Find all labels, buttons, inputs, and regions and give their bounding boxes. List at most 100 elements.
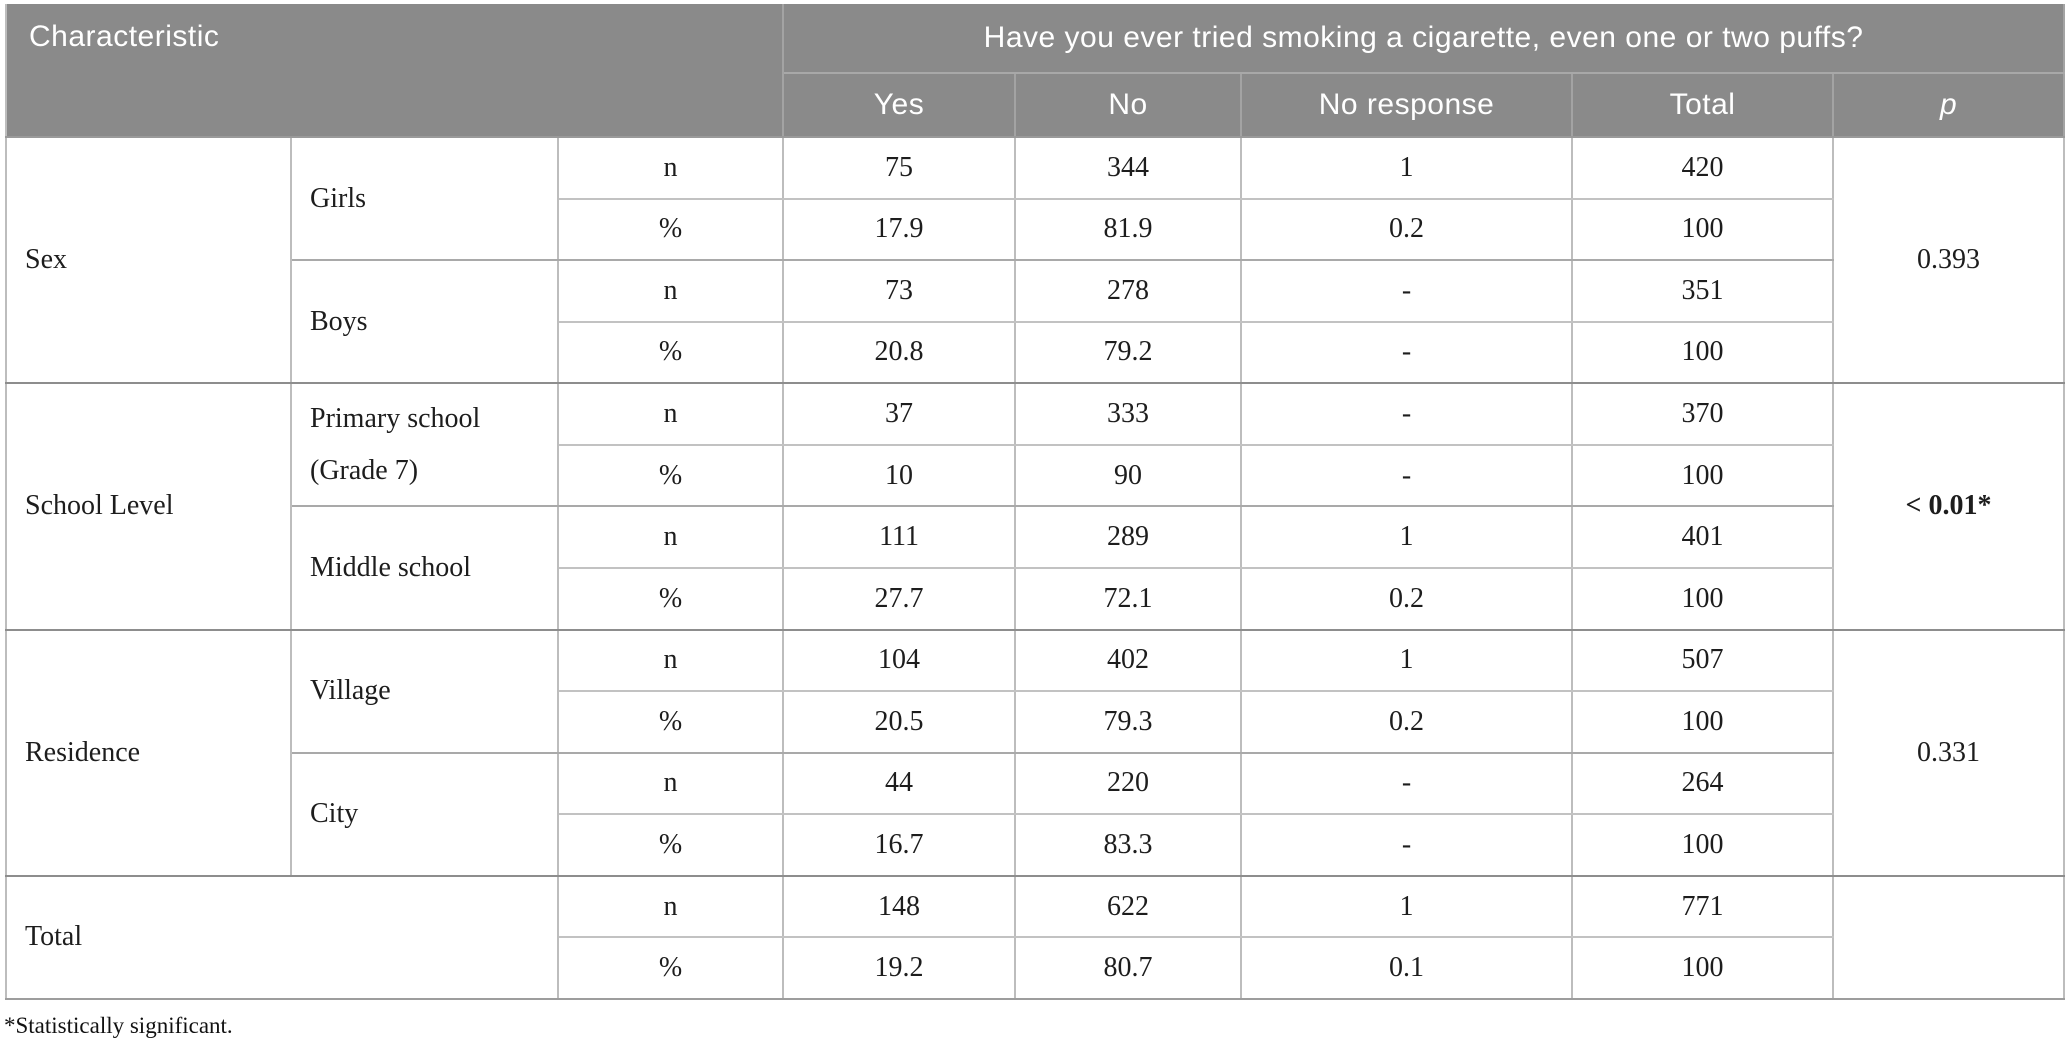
value-cell: 75 [783,137,1017,200]
table-row: Boys n 73 278 - 351 [6,260,2064,385]
metric-label: % [558,198,785,262]
value-cell: - [1241,444,1574,508]
table-row: % 16.7 83.3 - 100 [6,814,2064,877]
table-row: % 10 90 - 100 [6,444,2064,508]
value-cell: 44 [783,752,1017,816]
header-no-response: No response [1241,73,1574,138]
metric-label: n [558,137,785,200]
value-cell: 278 [1015,260,1243,323]
group-label-primary-school: Primary school (Grade 7) [291,383,559,508]
table-row: Sex Girls n 75 344 1 420 0.393 [6,137,2066,385]
value-cell: 771 [1572,875,1835,939]
value-cell: 0.2 [1241,691,1574,754]
table-row: Total n 148 622 1 771 [6,875,2066,1001]
value-cell: 104 [783,629,1017,693]
metric-label: % [558,691,785,754]
table-row: Residence Village n 104 402 1 507 0.331 [6,629,2066,877]
value-cell: 1 [1241,875,1574,939]
value-cell: 622 [1015,875,1243,939]
value-cell: 100 [1572,814,1835,877]
metric-label: n [558,383,785,446]
value-cell: 83.3 [1015,814,1243,877]
value-cell: 73 [783,260,1017,323]
value-cell: 100 [1572,691,1835,754]
value-cell: 0.2 [1241,567,1574,631]
value-cell: 507 [1572,629,1835,693]
group-label-city: City [291,752,559,877]
value-cell: 37 [783,383,1017,446]
value-cell: 16.7 [783,814,1017,877]
p-value-school-level: < 0.01* [1833,383,2066,631]
value-cell: 20.8 [783,321,1017,385]
value-cell: 100 [1572,567,1835,631]
section-label-sex: Sex [6,137,292,385]
value-cell: 351 [1572,260,1835,323]
value-cell: 220 [1015,752,1243,816]
value-cell: 100 [1572,198,1835,262]
metric-label: n [558,506,785,569]
header-question: Have you ever tried smoking a cigarette,… [783,4,2066,74]
value-cell: 0.2 [1241,198,1574,262]
characteristics-smoking-table: Characteristic Have you ever tried smoki… [5,4,2066,1001]
value-cell: 72.1 [1015,567,1243,631]
table-row: % 17.9 81.9 0.2 100 [6,198,2064,262]
p-value-total-empty [1833,875,2066,1001]
metric-label: % [558,567,785,631]
table-row: % 27.7 72.1 0.2 100 [6,567,2064,631]
value-cell: - [1241,260,1574,323]
value-cell: 80.7 [1015,937,1243,1000]
value-cell: 1 [1241,629,1574,693]
value-cell: 1 [1241,506,1574,569]
value-cell: 344 [1015,137,1243,200]
metric-label: % [558,814,785,877]
value-cell: 10 [783,444,1017,508]
table-row: Middle school n 111 289 1 401 [6,506,2064,631]
group-label-boys: Boys [291,260,559,385]
header-characteristic: Characteristic [6,4,785,138]
metric-label: % [558,937,785,1000]
header-yes: Yes [783,73,1017,138]
value-cell: 100 [1572,937,1835,1000]
value-cell: 81.9 [1015,198,1243,262]
value-cell: 79.3 [1015,691,1243,754]
value-cell: 111 [783,506,1017,569]
value-cell: 27.7 [783,567,1017,631]
value-cell: 289 [1015,506,1243,569]
p-value-sex: 0.393 [1833,137,2066,385]
section-label-total: Total [6,875,559,1001]
header-no: No [1015,73,1243,138]
value-cell: 401 [1572,506,1835,569]
metric-label: n [558,260,785,323]
group-label-girls: Girls [291,137,559,262]
section-label-school-level: School Level [6,383,292,631]
value-cell: - [1241,321,1574,385]
value-cell: 148 [783,875,1017,939]
value-cell: 17.9 [783,198,1017,262]
value-cell: 90 [1015,444,1243,508]
value-cell: - [1241,814,1574,877]
table-row: School Level Primary school (Grade 7) n … [6,383,2066,631]
section-label-residence: Residence [6,629,292,877]
table-row: % 19.2 80.7 0.1 100 [6,937,2064,1000]
value-cell: 0.1 [1241,937,1574,1000]
metric-label: n [558,752,785,816]
value-cell: 100 [1572,321,1835,385]
value-cell: 402 [1015,629,1243,693]
header-p: p [1833,73,2066,138]
value-cell: 333 [1015,383,1243,446]
metric-label: n [558,875,785,939]
table-row: % 20.5 79.3 0.2 100 [6,691,2064,754]
metric-label: % [558,321,785,385]
metric-label: % [558,444,785,508]
value-cell: 20.5 [783,691,1017,754]
p-value-residence: 0.331 [1833,629,2066,877]
value-cell: 420 [1572,137,1835,200]
value-cell: 100 [1572,444,1835,508]
group-label-middle-school: Middle school [291,506,559,631]
footnote: *Statistically significant. [4,1013,233,1038]
header-total: Total [1572,73,1835,138]
table-row: % 20.8 79.2 - 100 [6,321,2064,385]
value-cell: 370 [1572,383,1835,446]
value-cell: 1 [1241,137,1574,200]
